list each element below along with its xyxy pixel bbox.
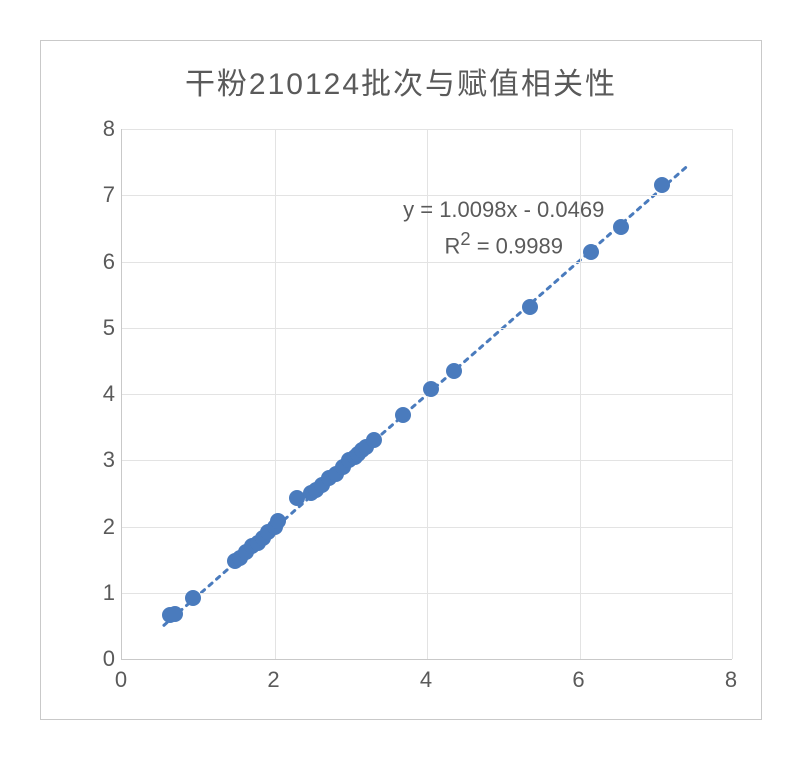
data-point [167,606,183,622]
data-point [446,363,462,379]
data-point [185,590,201,606]
ytick-label: 4 [85,381,115,407]
gridline-v [275,129,276,659]
xtick-label: 2 [254,667,294,693]
data-point [423,381,439,397]
xtick-label: 4 [406,667,446,693]
chart-title: 干粉210124批次与赋值相关性 [41,59,761,103]
ytick-label: 3 [85,447,115,473]
chart-frame: 干粉210124批次与赋值相关性 y = 1.0098x - 0.0469 R2… [40,40,762,720]
equation-annotation: y = 1.0098x - 0.0469 R2 = 0.9989 [403,195,604,262]
data-point [395,407,411,423]
ytick-label: 8 [85,116,115,142]
data-point [522,299,538,315]
ytick-label: 5 [85,315,115,341]
equation-line1: y = 1.0098x - 0.0469 [403,195,604,226]
xtick-label: 0 [101,667,141,693]
data-point [613,219,629,235]
xtick-label: 8 [711,667,751,693]
ytick-label: 2 [85,514,115,540]
equation-line2: R2 = 0.9989 [403,226,604,262]
gridline-v [732,129,733,659]
data-point [366,432,382,448]
ytick-label: 6 [85,249,115,275]
ytick-label: 7 [85,182,115,208]
xtick-label: 6 [559,667,599,693]
ytick-label: 1 [85,580,115,606]
data-point [654,177,670,193]
